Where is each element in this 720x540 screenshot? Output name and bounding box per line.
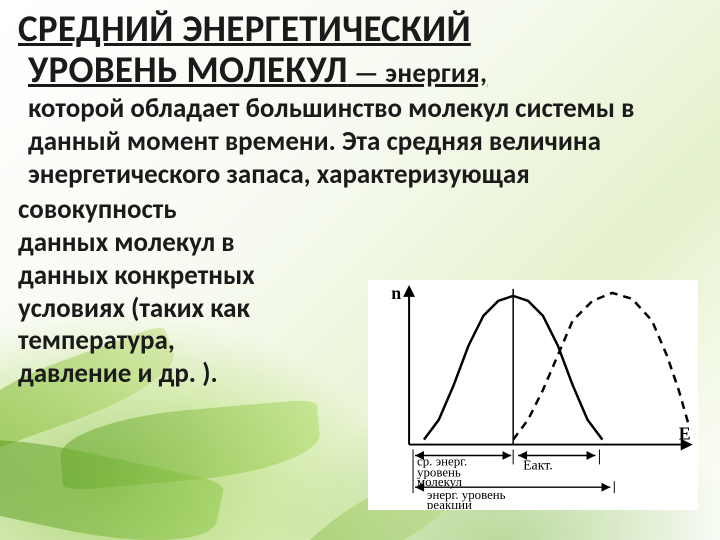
x-axis-label: Е <box>679 424 691 444</box>
title-line-2: УРОВЕНЬ МОЛЕКУЛ <box>28 47 348 92</box>
y-axis-label: n <box>391 283 401 303</box>
title-line-1: СРЕДНИЙ ЭНЕРГЕТИЧЕСКИЙ <box>18 6 471 51</box>
body-left: совокупность данных молекул в данных кон… <box>18 194 368 392</box>
annot-reaction-2: реакции <box>427 498 472 510</box>
body-line: условиях (таких как <box>18 293 368 326</box>
title-suffix: — энергия, <box>348 57 488 90</box>
body-line: давление и др. ). <box>18 358 368 391</box>
slide-title: СРЕДНИЙ ЭНЕРГЕТИЧЕСКИЙ УРОВЕНЬ МОЛЕКУЛ —… <box>18 8 702 91</box>
body-line: совокупность <box>18 194 368 227</box>
body-line: данных конкретных <box>18 260 368 293</box>
body-top: которой обладает большинство молекул сис… <box>28 93 702 192</box>
energy-distribution-chart: n Е ср. энерг. уровень молекул Еакт. эне… <box>368 280 698 510</box>
body-line: данных молекул в <box>18 227 368 260</box>
slide-content: СРЕДНИЙ ЭНЕРГЕТИЧЕСКИЙ УРОВЕНЬ МОЛЕКУЛ —… <box>0 0 720 540</box>
annot-eakt: Еакт. <box>523 458 553 473</box>
body-line: температура, <box>18 325 368 358</box>
